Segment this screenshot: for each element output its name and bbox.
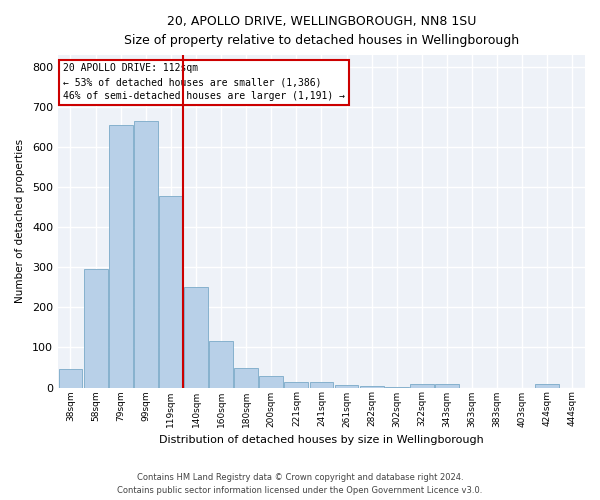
Bar — [234, 368, 258, 388]
Bar — [83, 270, 107, 388]
Bar — [184, 286, 208, 388]
Bar — [109, 125, 133, 388]
Bar — [284, 382, 308, 388]
Bar — [410, 384, 434, 388]
Text: Contains HM Land Registry data © Crown copyright and database right 2024.
Contai: Contains HM Land Registry data © Crown c… — [118, 474, 482, 495]
Bar — [310, 382, 334, 388]
Bar — [259, 376, 283, 388]
Bar — [335, 384, 358, 388]
Bar — [59, 368, 82, 388]
Bar — [385, 386, 409, 388]
Y-axis label: Number of detached properties: Number of detached properties — [15, 139, 25, 304]
Bar — [134, 121, 158, 388]
Title: 20, APOLLO DRIVE, WELLINGBOROUGH, NN8 1SU
Size of property relative to detached : 20, APOLLO DRIVE, WELLINGBOROUGH, NN8 1S… — [124, 15, 519, 47]
Bar — [435, 384, 459, 388]
Bar — [360, 386, 383, 388]
Bar — [159, 196, 183, 388]
Text: 20 APOLLO DRIVE: 112sqm
← 53% of detached houses are smaller (1,386)
46% of semi: 20 APOLLO DRIVE: 112sqm ← 53% of detache… — [63, 64, 345, 102]
X-axis label: Distribution of detached houses by size in Wellingborough: Distribution of detached houses by size … — [159, 435, 484, 445]
Bar — [209, 342, 233, 388]
Bar — [535, 384, 559, 388]
